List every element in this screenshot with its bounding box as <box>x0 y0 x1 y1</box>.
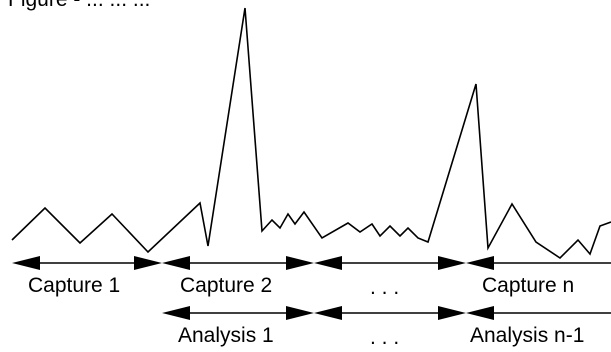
capture-n-label: Capture n <box>482 274 574 297</box>
capture-row-arrows <box>12 256 611 270</box>
capture-1-label: Capture 1 <box>28 274 120 297</box>
capture-2-label: Capture 2 <box>180 274 272 297</box>
top-caption: Figure - ... ... ... <box>8 0 150 11</box>
analysis-row-arrows <box>162 306 611 320</box>
analysis-n-1-label: Analysis n-1 <box>470 324 584 347</box>
signal-trace <box>11 7 611 260</box>
capture-ellipsis-label: . . . <box>370 276 399 299</box>
analysis-ellipsis-label: . . . <box>370 326 399 349</box>
analysis-1-label: Analysis 1 <box>178 324 274 347</box>
